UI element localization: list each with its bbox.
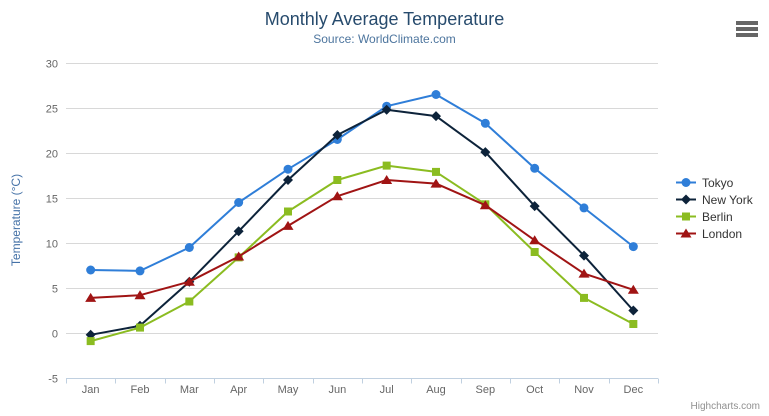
x-axis-label: Mar [180, 384, 199, 396]
y-axis-label: 15 [46, 194, 58, 206]
data-point-marker[interactable] [431, 90, 441, 99]
tokyo-legend-marker-icon [676, 178, 696, 187]
data-point-marker[interactable] [579, 250, 589, 261]
x-axis-label: Dec [624, 384, 644, 396]
data-point-marker[interactable] [680, 228, 692, 238]
data-point-marker[interactable] [134, 290, 146, 300]
data-point-marker[interactable] [184, 243, 194, 252]
x-axis-label: Jul [380, 384, 394, 396]
data-point-marker[interactable] [283, 164, 293, 174]
x-axis-label: Jan [82, 384, 100, 396]
data-point-marker[interactable] [381, 104, 392, 115]
data-point-marker[interactable] [135, 266, 145, 276]
data-point-marker[interactable] [282, 220, 294, 230]
chart-title: Monthly Average Temperature [264, 9, 505, 29]
data-point-marker[interactable] [234, 198, 244, 207]
series-new-york [85, 104, 639, 340]
legend-item-london[interactable]: London [675, 225, 753, 242]
hamburger-icon [736, 21, 758, 25]
series-line [89, 108, 635, 336]
new-york-legend-marker-icon [676, 194, 696, 205]
data-point-marker[interactable] [283, 175, 293, 185]
data-point-marker[interactable] [530, 163, 540, 173]
x-axis-label: Apr [230, 384, 247, 396]
data-point-marker[interactable] [627, 284, 639, 294]
export-menu-button[interactable] [736, 21, 758, 37]
x-axis-label: Aug [426, 384, 446, 396]
x-axis-label: Oct [526, 384, 543, 396]
data-point-marker[interactable] [233, 226, 244, 237]
x-axis-label: Jun [328, 384, 346, 396]
y-axis-label: 5 [52, 284, 58, 296]
data-point-marker[interactable] [431, 111, 441, 122]
data-point-marker[interactable] [628, 242, 638, 252]
series-line [89, 93, 635, 272]
legend: Tokyo New York Berlin London [675, 174, 753, 242]
data-point-marker[interactable] [579, 203, 589, 213]
legend-label: Tokyo [702, 175, 734, 190]
credits-link[interactable]: Highcharts.com [690, 401, 760, 412]
data-point-marker[interactable] [382, 161, 391, 170]
legend-item-new-york[interactable]: New York [675, 191, 753, 208]
data-point-marker[interactable] [629, 320, 638, 328]
data-point-marker[interactable] [681, 178, 691, 187]
data-point-marker[interactable] [86, 265, 96, 275]
y-axis-label: 20 [46, 149, 58, 161]
data-point-marker[interactable] [86, 337, 95, 346]
series-line [89, 164, 635, 343]
data-point-marker[interactable] [480, 118, 490, 128]
berlin-legend-marker-icon [676, 212, 696, 221]
series-london [85, 175, 639, 302]
y-axis-label: 25 [46, 104, 58, 116]
data-point-marker[interactable] [233, 251, 245, 261]
y-axis-label: 10 [46, 239, 58, 251]
data-point-marker[interactable] [529, 201, 540, 212]
data-point-marker[interactable] [479, 200, 491, 210]
legend-label: London [702, 226, 743, 241]
data-point-marker[interactable] [432, 167, 440, 176]
data-point-marker[interactable] [530, 248, 539, 256]
legend-label: New York [702, 192, 753, 207]
london-legend-marker-icon [676, 228, 696, 238]
data-point-marker[interactable] [430, 178, 442, 188]
chart-subtitle: Source: WorldClimate.com [313, 32, 456, 46]
y-axis-label: 30 [46, 59, 58, 71]
series-tokyo [86, 90, 638, 276]
x-axis-label: Sep [476, 384, 496, 396]
legend-label: Berlin [702, 209, 733, 224]
data-point-marker[interactable] [331, 191, 343, 201]
y-axis-label: 0 [52, 329, 58, 341]
data-point-marker[interactable] [183, 276, 195, 286]
legend-item-tokyo[interactable]: Tokyo [675, 174, 753, 191]
data-point-marker[interactable] [628, 305, 639, 316]
hamburger-icon [736, 27, 758, 31]
x-axis-label: Nov [574, 384, 594, 396]
data-point-marker[interactable] [185, 297, 194, 306]
data-point-marker[interactable] [529, 235, 541, 245]
data-point-marker[interactable] [578, 268, 590, 278]
x-axis-label: Feb [131, 384, 150, 396]
data-point-marker[interactable] [381, 175, 393, 184]
data-point-marker[interactable] [681, 194, 691, 205]
legend-item-berlin[interactable]: Berlin [675, 208, 753, 225]
data-point-marker[interactable] [332, 130, 343, 140]
data-point-marker[interactable] [682, 212, 690, 221]
data-point-marker[interactable] [580, 293, 588, 302]
y-axis-label: -5 [48, 374, 58, 386]
data-point-marker[interactable] [333, 176, 342, 184]
hamburger-icon [736, 33, 758, 37]
x-axis-label: May [278, 384, 299, 396]
data-point-marker[interactable] [284, 207, 292, 216]
data-point-marker[interactable] [85, 292, 97, 302]
data-point-marker[interactable] [480, 147, 491, 158]
series-line [89, 179, 635, 299]
data-point-marker[interactable] [136, 323, 144, 332]
